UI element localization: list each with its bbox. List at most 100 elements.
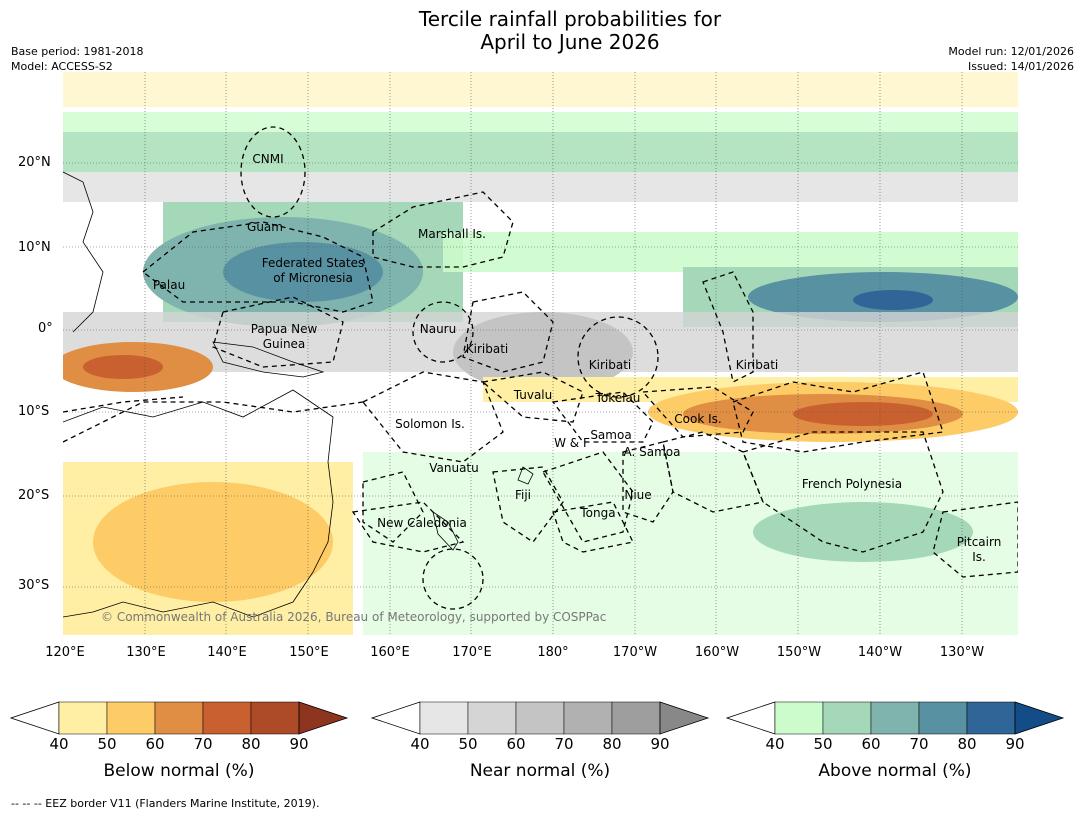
coastlines [63, 171, 534, 618]
colorbar-label: Below normal (%) [103, 761, 255, 781]
colorbar-above-normal [726, 701, 1065, 735]
rainfall-map: CNMI Guam Marshall Is. Federated States … [63, 72, 1018, 635]
region-label: Tokelau [595, 391, 641, 405]
map-title: Tercile rainfall probabilities for April… [0, 8, 1085, 54]
region-label: Fiji [515, 488, 531, 502]
region-label: Papua New [251, 322, 318, 336]
title-line-1: Tercile rainfall probabilities for [418, 7, 722, 31]
colorbar-tick: 80 [602, 735, 622, 753]
region-label: Pitcairn [957, 535, 1002, 549]
colorbar-tick: 40 [765, 735, 785, 753]
colorbar-below-normal [10, 701, 349, 735]
lon-label: 150°E [289, 645, 329, 660]
lon-label: 170°E [452, 645, 492, 660]
model-name: Model: ACCESS-S2 [11, 60, 113, 73]
lon-label: 140°W [857, 645, 903, 660]
lon-label: 130°W [939, 645, 985, 660]
eez-borders [63, 126, 1018, 610]
colorbar-tick: 40 [49, 735, 69, 753]
colorbar-tick: 80 [957, 735, 977, 753]
lon-label: 160°W [694, 645, 740, 660]
lon-label: 150°W [776, 645, 822, 660]
lon-label: 130°E [126, 645, 166, 660]
colorbar-swatch [966, 701, 1016, 735]
title-line-2: April to June 2026 [480, 30, 660, 54]
lon-label: 180° [537, 645, 569, 660]
colorbar-tick: 50 [813, 735, 833, 753]
region-label: Tuvalu [513, 388, 553, 402]
colorbar-swatch [467, 701, 517, 735]
lon-label: 120°E [45, 645, 85, 660]
region-labels: CNMI Guam Marshall Is. Federated States … [153, 152, 1001, 564]
region-label: Guam [247, 220, 283, 234]
lon-label: 170°W [612, 645, 658, 660]
region-label: Federated States [262, 256, 364, 270]
region-label: Vanuatu [429, 461, 479, 475]
colorbar-tick: 70 [554, 735, 574, 753]
colorbar-tick: 80 [241, 735, 261, 753]
lon-label: 140°E [207, 645, 247, 660]
colorbar-swatch [822, 701, 872, 735]
region-label: French Polynesia [802, 477, 902, 491]
lat-label: 30°S [18, 578, 50, 593]
colorbar-swatch [563, 701, 613, 735]
colorbar-tick: 50 [458, 735, 478, 753]
region-label: Niue [624, 488, 651, 502]
colorbar-swatch [419, 701, 469, 735]
colorbar-swatch [918, 701, 968, 735]
colorbar-label: Near normal (%) [469, 761, 611, 781]
colorbar-label: Above normal (%) [818, 761, 972, 781]
colorbar-swatch [870, 701, 920, 735]
region-label: Samoa [590, 428, 631, 442]
colorbar-tick: 50 [97, 735, 117, 753]
colorbar-tick: 60 [506, 735, 526, 753]
region-label: Nauru [420, 322, 456, 336]
lat-label: 10°N [18, 240, 51, 255]
region-label: CNMI [252, 152, 283, 166]
region-label: of Micronesia [273, 271, 353, 285]
region-label: Palau [153, 278, 185, 292]
colorbar-swatch [202, 701, 252, 735]
colorbar-swatch [154, 701, 204, 735]
lat-label: 20°N [18, 155, 51, 170]
colorbar-swatch [250, 701, 300, 735]
region-label: Kiribati [466, 342, 508, 356]
region-label: Solomon Is. [395, 417, 465, 431]
colorbar-near-normal [371, 701, 710, 735]
colorbar-tick: 90 [289, 735, 309, 753]
meta-left: Base period: 1981-2018 Model: ACCESS-S2 [11, 44, 143, 74]
colorbar-tick: 70 [193, 735, 213, 753]
colorbar-swatch [298, 701, 349, 735]
model-run: Model run: 12/01/2026 [948, 45, 1074, 58]
region-label: Is. [972, 550, 986, 564]
colorbar-tick: 40 [410, 735, 430, 753]
region-label: Tonga [579, 506, 615, 520]
colorbar-swatch [58, 701, 108, 735]
region-label: New Caledonia [377, 516, 467, 530]
issued-date: Issued: 14/01/2026 [967, 60, 1074, 73]
region-label: Kiribati [589, 358, 631, 372]
base-period: Base period: 1981-2018 [11, 45, 144, 58]
colorbar-swatch [515, 701, 565, 735]
copyright-text: © Commonwealth of Australia 2026, Bureau… [101, 610, 606, 624]
eez-footnote: -- -- -- EEZ border V11 (Flanders Marine… [11, 797, 320, 810]
colorbar-tick: 70 [909, 735, 929, 753]
colorbar-swatch [611, 701, 661, 735]
colorbar-tick: 90 [650, 735, 670, 753]
region-label: Marshall Is. [418, 227, 486, 241]
lat-label: 0° [38, 321, 53, 336]
region-label: Kiribati [736, 358, 778, 372]
meta-right: Model run: 12/01/2026 Issued: 14/01/2026 [948, 44, 1074, 74]
lat-label: 10°S [18, 404, 50, 419]
graticule [63, 72, 1018, 635]
colorbar-swatch [1014, 701, 1065, 735]
colorbar-tick: 60 [145, 735, 165, 753]
lon-label: 160°E [370, 645, 410, 660]
colorbar-swatch [659, 701, 710, 735]
lat-label: 20°S [18, 488, 50, 503]
region-label: A. Samoa [624, 445, 681, 459]
colorbar-swatch [106, 701, 156, 735]
colorbar-tick: 90 [1005, 735, 1025, 753]
colorbar-swatch [774, 701, 824, 735]
colorbar-tick: 60 [861, 735, 881, 753]
